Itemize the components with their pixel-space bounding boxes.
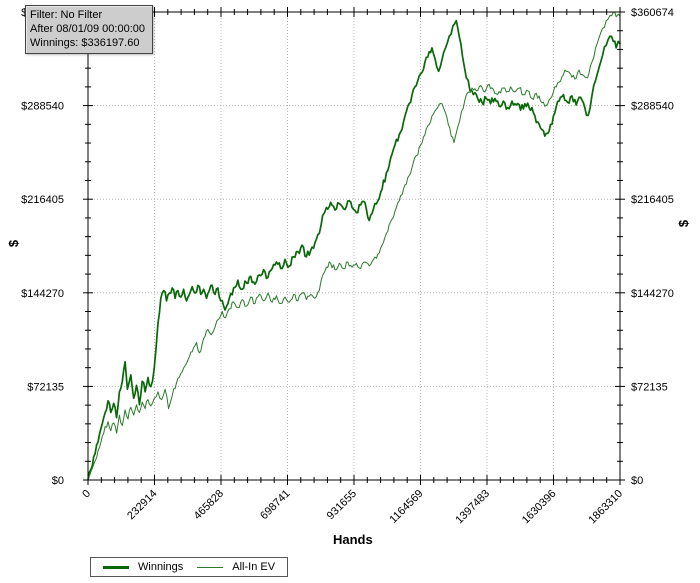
x-tick-label: 931655 xyxy=(325,488,359,522)
x-tick-label: 232914 xyxy=(125,488,159,522)
legend-label-allin-ev: All-In EV xyxy=(232,561,276,573)
x-tick-label: 0 xyxy=(80,488,93,501)
y-tick-label-left: $0 xyxy=(52,475,64,487)
legend-item-winnings: Winnings xyxy=(103,561,183,573)
after-date-line: After 08/01/09 00:00:00 xyxy=(30,23,145,35)
axis-ticks xyxy=(83,7,625,485)
y-tick-label-right: $144270 xyxy=(631,288,674,300)
filter-info-box: Filter: No Filter After 08/01/09 00:00:0… xyxy=(25,5,153,54)
y-tick-label-right: $360674 xyxy=(631,7,674,19)
y-tick-label-left: $216405 xyxy=(21,194,64,206)
winnings-series-line xyxy=(87,19,621,481)
y-axis-title-right: $ xyxy=(676,219,692,228)
winnings-line-swatch xyxy=(103,565,129,569)
x-tick-label: 465828 xyxy=(192,488,226,522)
y-tick-label-left: $288540 xyxy=(21,101,64,113)
filter-info-line: Filter: No Filter xyxy=(30,9,103,21)
y-tick-label-right: $288540 xyxy=(631,101,674,113)
x-tick-label: 1863310 xyxy=(586,488,625,527)
winnings-total-line: Winnings: $336197.60 xyxy=(30,37,140,49)
gridlines xyxy=(88,12,620,480)
x-axis-title: Hands xyxy=(333,532,373,547)
x-tick-label: 698741 xyxy=(258,488,292,522)
y-tick-label-right: $216405 xyxy=(631,194,674,206)
x-tick-label: 1397483 xyxy=(453,488,492,527)
x-tick-label: 1630396 xyxy=(520,488,559,527)
y-tick-label-left: $144270 xyxy=(21,288,64,300)
legend-label-winnings: Winnings xyxy=(138,561,184,573)
y-tick-label-right: $0 xyxy=(631,475,643,487)
y-axis-title-left: $ xyxy=(6,239,22,248)
all-in-ev-series-line xyxy=(87,11,621,481)
y-tick-label-left: $72135 xyxy=(27,381,64,393)
chart-legend: Winnings All-In EV xyxy=(90,557,289,577)
y-tick-label-right: $72135 xyxy=(631,381,668,393)
all-in-ev-line-swatch xyxy=(197,566,224,568)
x-tick-label: 1164569 xyxy=(387,488,425,526)
legend-item-allin-ev: All-In EV xyxy=(197,561,275,573)
